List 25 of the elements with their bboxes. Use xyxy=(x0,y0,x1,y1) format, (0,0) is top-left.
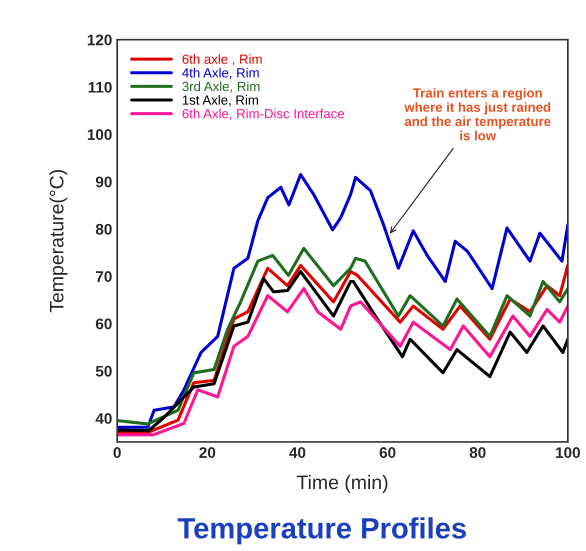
y-tick-label: 40 xyxy=(96,413,112,424)
x-tick-label: 100 xyxy=(556,447,580,458)
legend-label: 1st Axle, Rim xyxy=(182,95,258,106)
x-tick-label: 60 xyxy=(380,447,396,458)
x-tick-label: 20 xyxy=(199,447,216,458)
y-tick-label: 100 xyxy=(88,129,112,140)
legend-label: 6th Axle, Rim-Disc Interface xyxy=(182,108,344,120)
legend-label: 6th axle , Rim xyxy=(182,54,262,66)
annotation: Train enters a region where it has just rained and the air temperature is low xyxy=(404,88,551,140)
y-tick-label: 90 xyxy=(96,176,112,188)
y-tick-label: 70 xyxy=(96,271,112,282)
y-axis-title: Temperature(°C) xyxy=(49,170,68,312)
y-tick-label: 110 xyxy=(88,82,112,93)
legend-label: 4th Axle, Rim xyxy=(182,68,259,80)
legend-label: 3rd Axle, Rim xyxy=(182,81,260,93)
x-axis-title: Time (min) xyxy=(296,474,388,494)
line-series xyxy=(117,173,568,429)
text: Temperature Profiles xyxy=(178,517,466,544)
x-tick-label: 80 xyxy=(470,447,486,458)
y-tick-label: 120 xyxy=(88,34,112,46)
y-tick-label: 60 xyxy=(96,318,112,330)
x-tick-label: 40 xyxy=(289,447,306,458)
x-tick-label: 0 xyxy=(114,447,121,458)
y-tick-label: 80 xyxy=(96,224,112,235)
y-tick-label: 50 xyxy=(96,366,112,377)
